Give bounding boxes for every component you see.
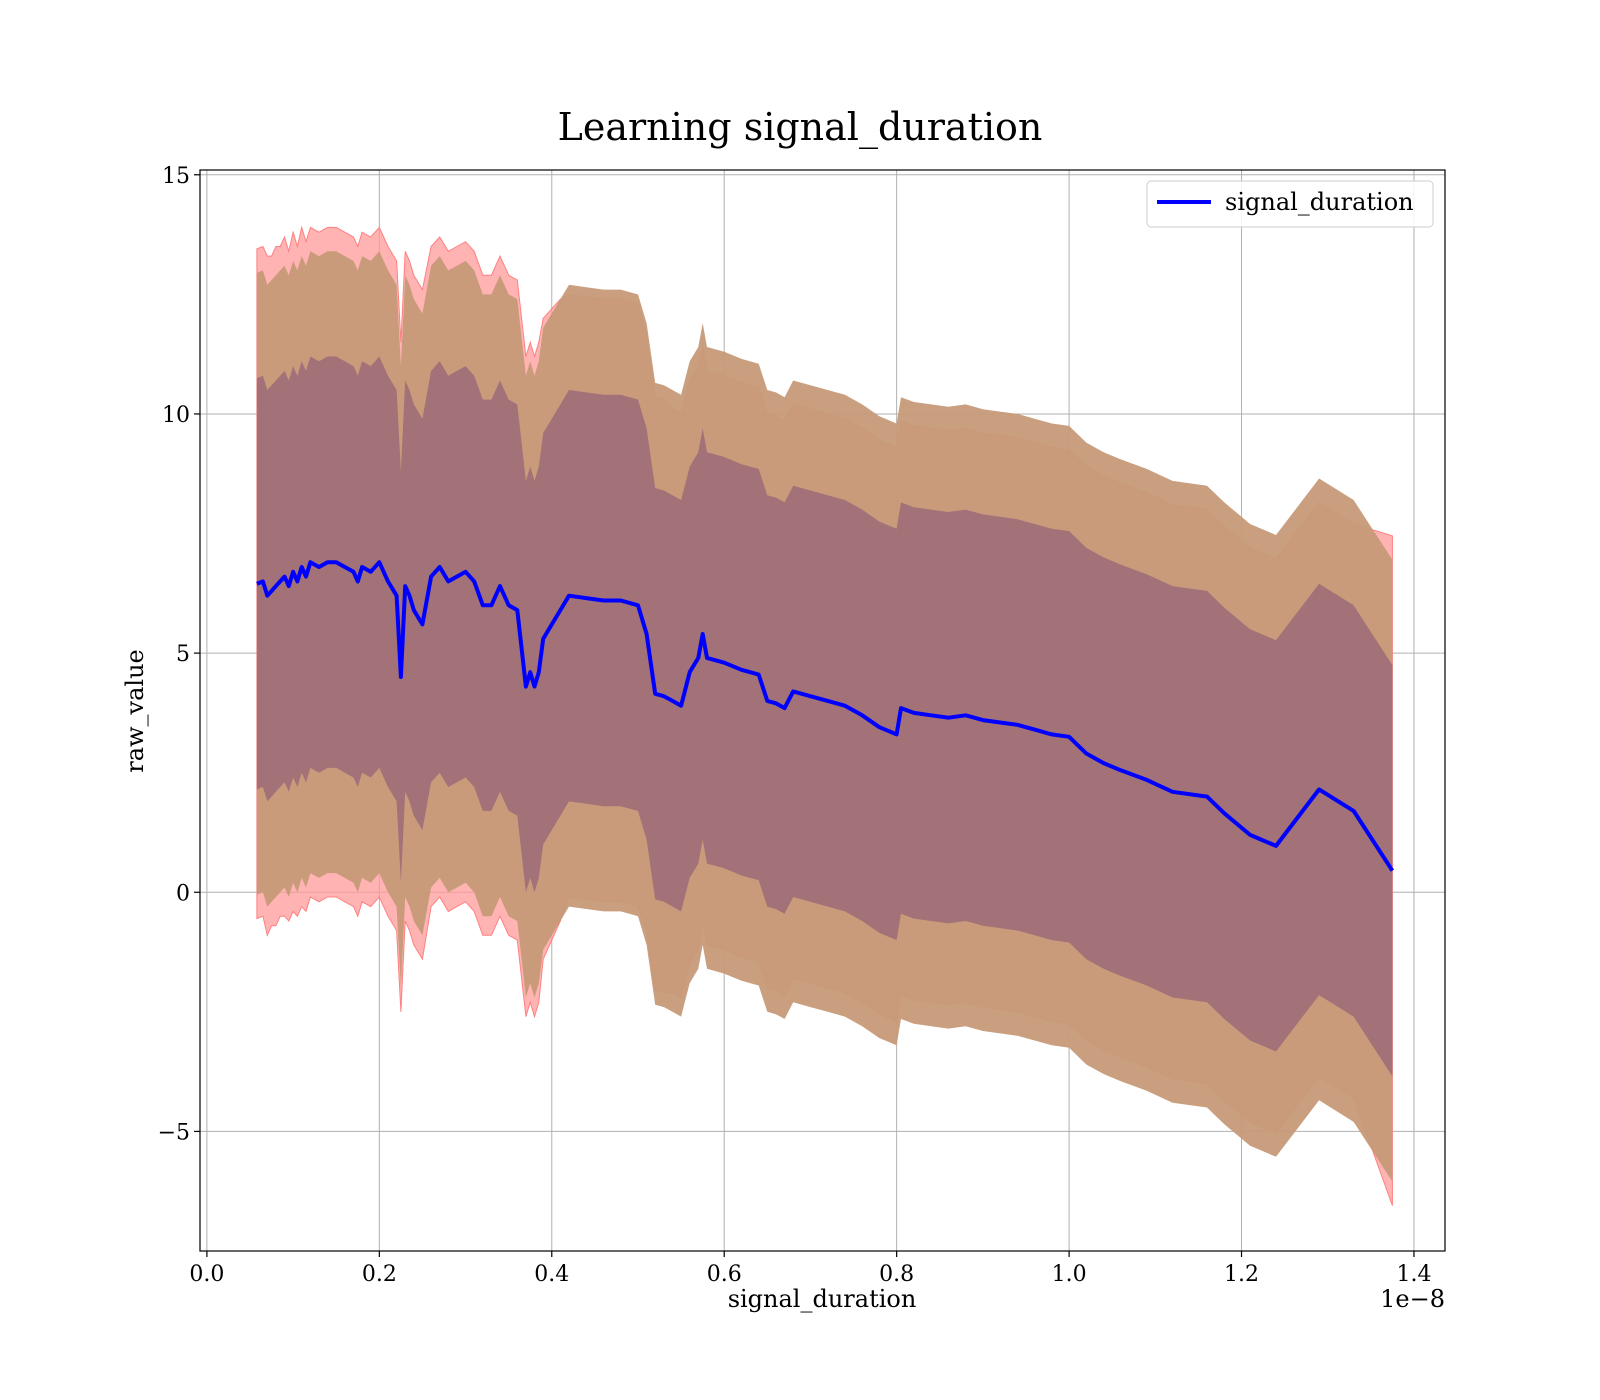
x-axis-ticks: 0.0 0.2 0.4 0.6 0.8 1.0 1.2 1.4 [189,1251,1431,1287]
x-tick-label: 0.8 [879,1262,914,1287]
y-tick-label: 0 [176,881,190,906]
chart-title: Learning signal_duration [558,105,1043,150]
legend-entry-signal-duration: signal_duration [1225,188,1414,216]
legend-box [1146,180,1434,228]
y-axis-label: raw_value [121,649,149,773]
x-tick-label: 0.4 [534,1262,569,1287]
y-tick-label: 15 [162,164,190,189]
confidence-bands [256,225,1393,1206]
band-inner [256,356,1393,1077]
plot-area: 0.0 0.2 0.4 0.6 0.8 1.0 1.2 1.4 −5 0 5 10 15 [158,164,1446,1287]
plot-frame [199,169,1446,1252]
series-lines [256,560,1395,872]
x-tick-label: 0.6 [707,1262,742,1287]
series-line-signal-duration [256,560,1395,872]
x-tick-label: 1.4 [1396,1262,1431,1287]
y-tick-label: −5 [158,1120,190,1145]
y-tick-label: 10 [162,403,190,428]
y-tick-label: 5 [176,642,190,667]
x-tick-label: 0.0 [189,1262,224,1287]
x-tick-label: 1.0 [1052,1262,1087,1287]
x-tick-label: 0.2 [362,1262,397,1287]
y-axis-ticks: −5 0 5 10 15 [158,164,200,1145]
x-tick-label: 1.2 [1224,1262,1259,1287]
x-axis-label: signal_duration [728,1285,917,1313]
legend: signal_duration [1146,180,1434,228]
x-axis-offset-label: 1e−8 [1380,1285,1445,1313]
